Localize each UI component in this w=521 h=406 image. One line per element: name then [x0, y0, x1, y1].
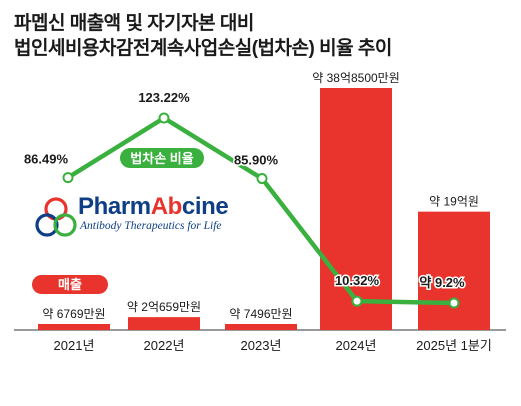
revenue-bar [418, 211, 490, 330]
revenue-bar [320, 88, 392, 330]
revenue-label: 약 6769만원 [42, 306, 105, 321]
legend-revenue-label: 매출 [58, 277, 82, 292]
revenue-bar [225, 324, 297, 330]
chart-title-line-1: 파멥신 매출액 및 자기자본 대비 [14, 13, 254, 34]
x-tick-label: 2024년 [336, 338, 377, 353]
revenue-label: 약 2억659만원 [127, 299, 201, 314]
x-tick-label: 2022년 [144, 338, 185, 353]
x-tick-label: 2025년 1분기 [416, 338, 492, 353]
ratio-label: 10.32% [335, 273, 380, 288]
ratio-label: 86.49% [24, 152, 69, 167]
ratio-point [448, 297, 460, 309]
ratio-point [62, 172, 74, 184]
ratio-point [256, 173, 268, 185]
x-tick-label: 2021년 [54, 338, 95, 353]
legend-ratio-swatch [120, 148, 204, 168]
ratio-label: 123.22% [138, 90, 190, 105]
revenue-bar [128, 317, 200, 330]
revenue-label: 약 19억원 [429, 194, 479, 209]
x-tick-label: 2023년 [241, 338, 282, 353]
revenue-label: 약 7496만원 [229, 306, 292, 321]
logo-tagline: Antibody Therapeutics for Life [80, 220, 222, 232]
ratio-label: 약 9.2% [419, 275, 465, 290]
logo-rings-icon [35, 197, 77, 237]
ratio-label: 85.90% [234, 153, 279, 168]
ratio-point [351, 295, 363, 307]
legend-ratio-label: 법차손 비율 [130, 151, 193, 166]
revenue-bar [38, 324, 110, 330]
revenue-label: 약 38억8500만원 [312, 70, 400, 85]
legend-revenue-swatch [32, 275, 108, 294]
ratio-point [158, 112, 170, 124]
chart-title-line-2: 법인세비용차감전계속사업손실(법차손) 비율 추이 [14, 38, 392, 59]
logo-wordmark: PharmAbcine [78, 193, 229, 220]
